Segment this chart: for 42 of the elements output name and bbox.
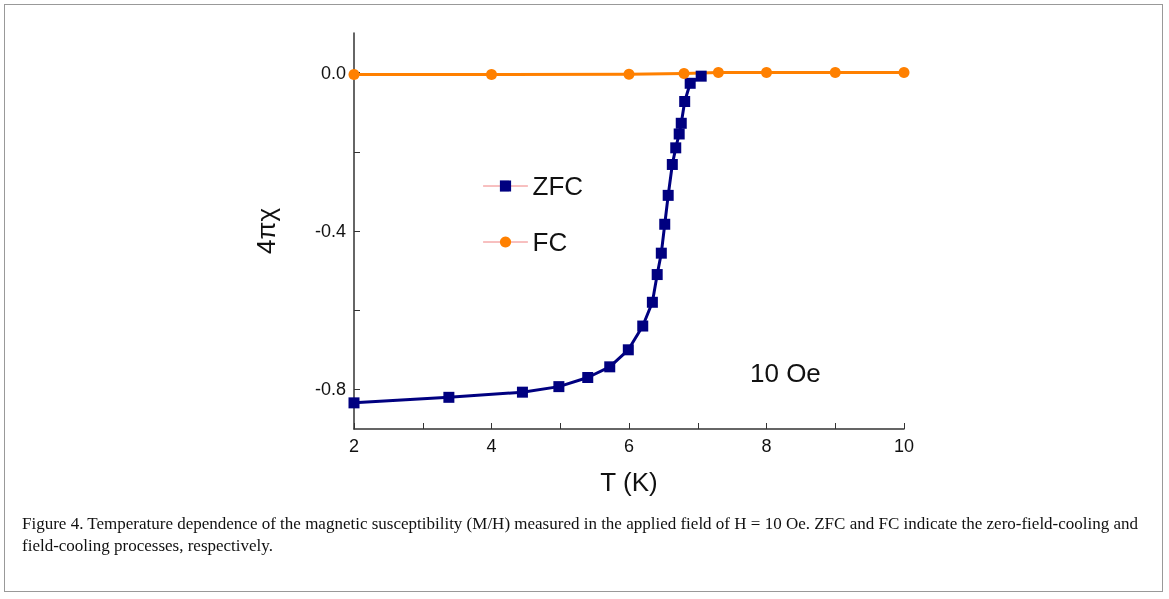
point: [646, 296, 658, 308]
point: [666, 158, 678, 170]
point: [695, 70, 707, 82]
point: [659, 218, 671, 230]
caption: Figure 4. Temperature dependence of the magnetic susceptibility (M/H) measured in the applied field of H = 10 Oe. ZFC and FC indicate the zero-field-cooling and field-cooling processes, respectively.: [22, 513, 1140, 557]
point: [622, 344, 634, 356]
point: [582, 372, 594, 384]
annotation: 10 Oe: [750, 358, 821, 388]
x-tick-label: 2: [348, 436, 360, 456]
point: [655, 247, 667, 259]
point: [651, 269, 663, 281]
y-tick-label: 0.0: [320, 62, 346, 83]
point: [348, 397, 360, 409]
x-tick-label: 10: [893, 436, 915, 456]
y-tick-label: -0.4: [314, 221, 346, 241]
point: [673, 128, 685, 140]
legend-label: FC: [532, 227, 568, 257]
x-tick-label: 8: [761, 436, 772, 456]
point: [675, 117, 687, 129]
point: [678, 67, 690, 79]
point: [670, 142, 682, 154]
point: [486, 69, 497, 81]
point: [898, 67, 910, 79]
point: [829, 67, 841, 79]
point: [679, 96, 691, 108]
point: [348, 69, 360, 81]
point: [604, 361, 616, 373]
point: [712, 67, 724, 79]
point: [684, 77, 696, 89]
point: [623, 68, 635, 80]
point: [662, 189, 674, 201]
point: [443, 391, 455, 403]
point: [516, 386, 528, 398]
y-axis-title: 4πχ: [251, 207, 281, 255]
point: [637, 320, 649, 332]
point: [761, 67, 772, 79]
legend-label: ZFC: [532, 171, 584, 201]
y-tick-label: -0.8: [314, 379, 346, 400]
x-axis-title: T (K): [600, 467, 658, 497]
x-tick-label: 4: [486, 436, 497, 456]
point: [553, 381, 565, 393]
x-tick-label: 6: [623, 436, 635, 456]
